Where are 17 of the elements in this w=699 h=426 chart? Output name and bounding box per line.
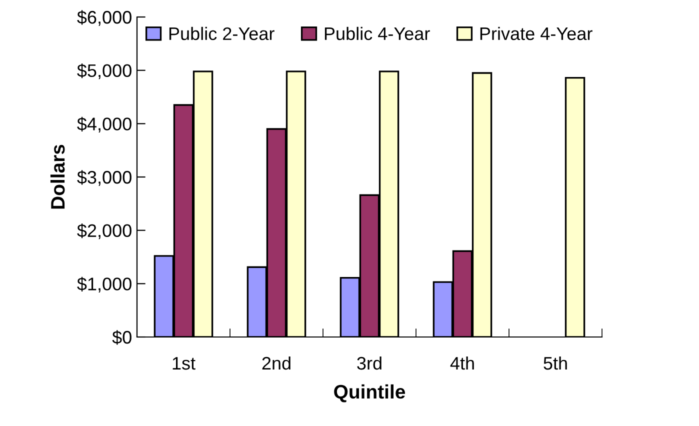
y-tick-label: $4,000 <box>77 116 132 133</box>
y-tick-label: $1,000 <box>77 276 132 293</box>
x-tick-label: 1st <box>172 357 196 370</box>
legend-label: Public 2-Year <box>169 26 274 40</box>
legend-label: Public 4-Year <box>324 26 430 40</box>
legend-label: Private 4-Year <box>480 26 592 40</box>
y-tick-label: $5,000 <box>77 64 132 80</box>
x-tick-label: 4th <box>450 356 474 370</box>
y-tick-label: $2,000 <box>77 224 132 240</box>
y-axis-title: Dollars <box>50 144 65 209</box>
x-tick-label: 5th <box>544 356 567 370</box>
y-tick-label: $3,000 <box>77 170 132 186</box>
x-tick-label: 2nd <box>262 356 290 370</box>
y-tick-label: $6,000 <box>77 10 132 26</box>
x-axis-title: Quintile <box>334 384 406 402</box>
y-tick-label: $0 <box>112 330 132 345</box>
x-tick-label: 3rd <box>357 356 382 370</box>
